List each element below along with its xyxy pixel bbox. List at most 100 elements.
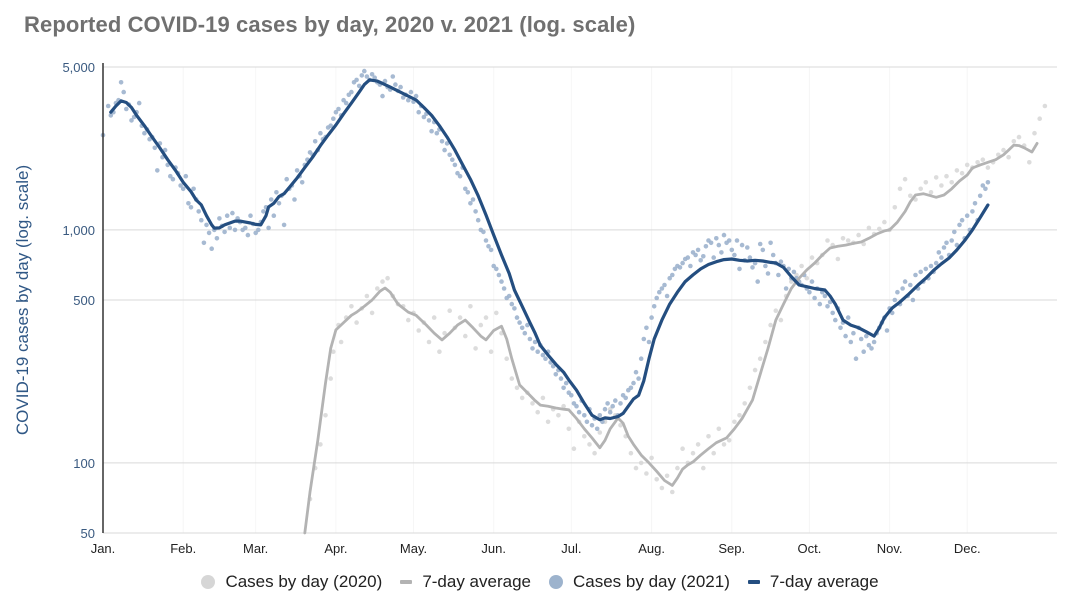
data-point xyxy=(152,145,158,151)
data-point xyxy=(807,289,812,295)
data-point xyxy=(721,442,727,447)
data-point xyxy=(770,252,776,258)
data-point xyxy=(641,336,647,342)
data-point xyxy=(328,376,334,381)
data-point xyxy=(1042,103,1048,109)
data-point xyxy=(382,78,388,84)
data-point xyxy=(959,170,965,176)
average-line-2021 xyxy=(109,78,990,422)
data-point xyxy=(582,413,587,418)
data-point xyxy=(804,275,810,281)
data-point xyxy=(406,97,411,103)
data-point xyxy=(434,130,440,136)
data-point xyxy=(364,74,370,79)
data-point xyxy=(742,401,747,406)
data-point xyxy=(923,266,929,272)
data-point xyxy=(726,438,732,443)
data-point xyxy=(659,485,665,491)
data-point xyxy=(866,225,872,231)
data-point xyxy=(913,272,918,278)
data-point xyxy=(465,190,471,195)
data-point xyxy=(416,109,422,115)
data-point xyxy=(732,419,737,425)
data-point xyxy=(701,465,706,471)
legend-item-cases-2021[interactable]: Cases by day (2021) xyxy=(549,572,730,592)
data-point xyxy=(483,315,489,320)
legend-item-avg-2020[interactable]: 7-day average xyxy=(400,572,531,592)
data-point xyxy=(690,450,696,456)
data-point xyxy=(294,168,300,173)
data-point xyxy=(654,295,659,301)
data-point xyxy=(214,236,220,241)
data-point xyxy=(328,123,334,128)
data-point xyxy=(649,455,654,461)
data-point xyxy=(688,263,693,269)
data-point xyxy=(680,446,685,452)
data-point xyxy=(954,168,960,173)
data-point xyxy=(866,342,872,348)
data-point xyxy=(845,315,851,320)
legend-item-cases-2020[interactable]: Cases by day (2020) xyxy=(201,572,382,592)
data-point xyxy=(646,339,652,345)
data-point xyxy=(343,100,349,106)
data-point xyxy=(649,315,654,320)
data-point xyxy=(768,322,773,328)
horizontal-gridlines xyxy=(103,66,1057,534)
data-point xyxy=(856,232,861,238)
series-layer xyxy=(100,68,1048,535)
data-point xyxy=(118,80,124,85)
data-point xyxy=(1006,154,1011,160)
data-point xyxy=(318,130,323,136)
data-point xyxy=(972,201,978,206)
data-point xyxy=(695,442,701,447)
data-point xyxy=(957,222,962,228)
x-axis-ticks: Jan. Feb. Mar. Apr. May. Jun. Jul. Aug. Sep. Oct.… xyxy=(91,541,981,556)
data-point xyxy=(959,217,965,223)
legend-line-icon xyxy=(400,580,413,584)
data-point xyxy=(561,385,566,391)
data-point xyxy=(825,304,830,309)
data-point xyxy=(494,310,499,316)
data-point xyxy=(574,403,579,409)
data-point xyxy=(457,315,463,320)
data-point xyxy=(747,255,753,260)
data-point xyxy=(827,299,833,305)
legend-item-avg-2021[interactable]: 7-day average xyxy=(747,572,879,592)
data-point xyxy=(514,315,520,320)
data-point xyxy=(980,183,986,188)
data-point xyxy=(248,213,253,218)
data-point xyxy=(478,322,484,328)
x-tick-label: Jun. xyxy=(481,541,506,556)
data-point xyxy=(776,272,781,278)
x-tick-label: Jan. xyxy=(91,541,116,556)
data-point xyxy=(789,279,794,284)
data-point xyxy=(732,252,737,258)
data-point xyxy=(644,325,649,331)
data-point xyxy=(532,339,538,345)
data-point xyxy=(900,286,905,291)
data-point xyxy=(757,241,763,247)
legend-label: 7-day average xyxy=(422,572,531,591)
data-point xyxy=(540,395,546,401)
data-point xyxy=(716,242,722,248)
legend: Cases by day (2020) 7-day average Cases … xyxy=(0,572,1080,592)
data-point xyxy=(737,413,742,418)
data-point xyxy=(563,380,569,386)
data-point xyxy=(224,213,230,218)
data-point xyxy=(587,442,592,447)
data-point xyxy=(949,238,954,243)
data-point xyxy=(633,465,639,471)
data-point xyxy=(199,217,204,223)
data-point xyxy=(333,109,339,115)
data-point xyxy=(809,279,815,284)
data-point xyxy=(543,356,548,362)
data-point xyxy=(431,315,437,320)
data-point xyxy=(522,330,528,336)
data-point xyxy=(540,352,546,358)
data-point xyxy=(845,238,851,243)
data-point xyxy=(812,295,817,301)
data-point xyxy=(385,275,390,281)
data-point xyxy=(651,304,657,309)
data-point xyxy=(721,232,727,238)
data-point xyxy=(936,250,942,255)
